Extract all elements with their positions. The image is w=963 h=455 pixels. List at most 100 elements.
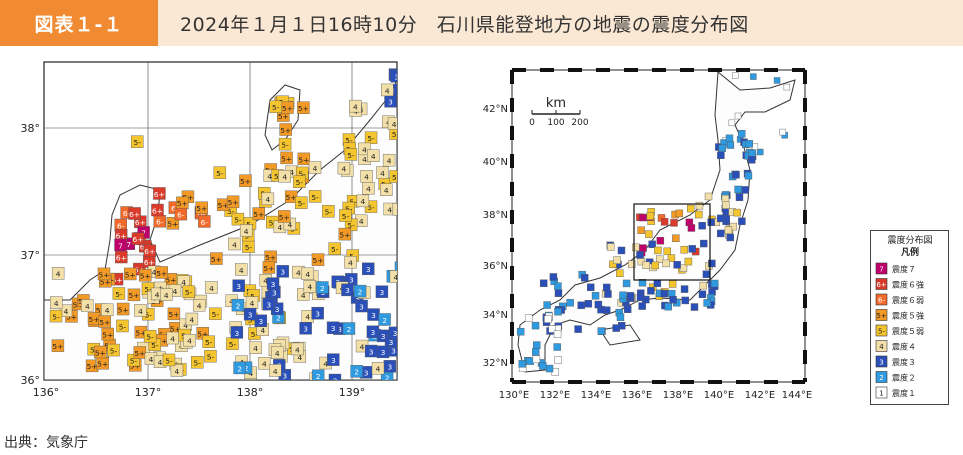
station-marker xyxy=(544,315,552,323)
station-marker-symbol: 5- xyxy=(193,359,201,368)
station-marker-symbol: 4 xyxy=(385,86,390,95)
legend-swatch-symbol: 6- xyxy=(878,297,885,305)
station-marker xyxy=(393,87,397,100)
station-marker xyxy=(185,312,199,326)
station-marker-symbol: 2 xyxy=(276,314,281,323)
station-marker-symbol: 5- xyxy=(272,103,280,112)
station-marker xyxy=(112,287,126,300)
station-marker xyxy=(656,236,665,245)
station-marker xyxy=(574,325,582,333)
station-marker-symbol: 5- xyxy=(246,220,254,229)
station-marker-symbol: 5+ xyxy=(102,330,113,339)
station-marker-symbol: 5+ xyxy=(97,360,108,369)
station-marker-symbol: 3 xyxy=(236,282,241,291)
station-marker xyxy=(717,229,725,238)
station-marker-symbol: 3 xyxy=(371,311,376,320)
station-marker-symbol: 3 xyxy=(337,325,342,334)
station-marker-symbol: 5+ xyxy=(177,199,188,208)
station-marker-symbol: 4 xyxy=(364,173,369,182)
station-marker xyxy=(616,313,625,321)
station-marker-symbol: 3 xyxy=(349,276,354,285)
station-marker-symbol: 5- xyxy=(347,221,355,230)
station-marker xyxy=(532,355,541,364)
station-marker-symbol: 5+ xyxy=(100,278,111,287)
station-marker-symbol: 3 xyxy=(266,301,271,310)
station-marker-symbol: 6- xyxy=(123,209,131,218)
station-marker-symbol: 4 xyxy=(263,277,268,286)
station-marker-symbol: 3 xyxy=(345,286,350,295)
station-marker xyxy=(392,203,397,216)
station-marker xyxy=(607,243,615,251)
station-marker-symbol: 4 xyxy=(164,291,169,300)
station-marker-symbol: 5+ xyxy=(253,210,264,219)
station-marker-symbol: 4 xyxy=(376,365,381,374)
station-marker-symbol: 4 xyxy=(273,367,278,376)
station-marker-symbol: 3 xyxy=(331,356,336,365)
station-marker-symbol: 3 xyxy=(387,363,392,372)
station-marker xyxy=(278,170,291,183)
station-marker xyxy=(553,343,561,351)
station-marker xyxy=(49,309,63,323)
station-marker-symbol: 4 xyxy=(262,360,267,369)
station-marker xyxy=(733,208,741,217)
station-marker-symbol: 5+ xyxy=(168,310,179,319)
station-marker xyxy=(687,204,695,213)
station-marker xyxy=(167,307,181,321)
station-marker xyxy=(668,280,677,288)
station-marker-symbol: 4 xyxy=(64,307,69,316)
station-marker xyxy=(51,267,65,280)
station-marker xyxy=(308,190,322,203)
station-marker xyxy=(710,279,719,288)
station-marker-symbol: 4 xyxy=(187,337,192,346)
station-marker xyxy=(734,112,742,120)
station-marker xyxy=(726,141,735,149)
station-marker-symbol: 5+ xyxy=(286,193,297,202)
station-marker-symbol: 4 xyxy=(387,205,392,214)
station-marker-symbol: 3 xyxy=(389,338,394,347)
legend-swatch xyxy=(875,386,888,399)
station-marker-symbol: 5+ xyxy=(170,325,181,334)
station-marker-symbol: 6+ xyxy=(129,210,140,219)
station-marker xyxy=(101,327,114,341)
station-marker xyxy=(192,299,206,312)
station-marker xyxy=(680,245,688,254)
station-marker xyxy=(311,306,324,320)
station-marker xyxy=(261,192,275,206)
station-marker-symbol: 4 xyxy=(289,168,294,177)
station-marker xyxy=(139,269,152,282)
station-marker-symbol: 6- xyxy=(201,218,209,227)
station-marker xyxy=(356,194,370,208)
station-marker xyxy=(269,100,282,113)
station-marker-symbol: 6+ xyxy=(116,231,127,240)
station-marker-symbol: 3 xyxy=(275,305,280,314)
station-marker xyxy=(637,226,645,234)
station-marker xyxy=(162,353,176,367)
station-marker xyxy=(597,327,605,335)
station-marker xyxy=(703,299,711,307)
station-marker-symbol: 3 xyxy=(380,288,385,297)
station-marker-symbol: 5+ xyxy=(298,104,309,113)
right-lat-label: 34°N xyxy=(483,310,508,321)
station-marker-symbol: 5+ xyxy=(279,213,290,222)
station-marker xyxy=(254,314,268,328)
station-marker-symbol: 5+ xyxy=(99,270,110,279)
station-marker xyxy=(280,151,293,165)
station-marker-symbol: 3 xyxy=(248,310,253,319)
legend-swatch xyxy=(875,293,888,306)
station-marker-symbol: 3 xyxy=(280,268,285,277)
station-marker-symbol: 4 xyxy=(362,145,367,154)
station-marker xyxy=(577,301,585,310)
station-marker-symbol: 5- xyxy=(205,338,213,347)
station-marker-symbol: 4 xyxy=(56,270,61,279)
station-marker xyxy=(698,290,707,299)
station-marker xyxy=(669,296,677,304)
station-marker-symbol: 5- xyxy=(229,340,237,349)
station-marker xyxy=(639,244,647,252)
station-marker-symbol: 3 xyxy=(359,302,364,311)
legend-label: 震度５強 xyxy=(892,311,924,321)
station-marker xyxy=(687,224,696,232)
station-marker xyxy=(651,261,659,270)
station-marker xyxy=(617,246,626,255)
station-marker-symbol: 5+ xyxy=(211,255,222,264)
station-marker-symbol: 5- xyxy=(110,346,118,355)
